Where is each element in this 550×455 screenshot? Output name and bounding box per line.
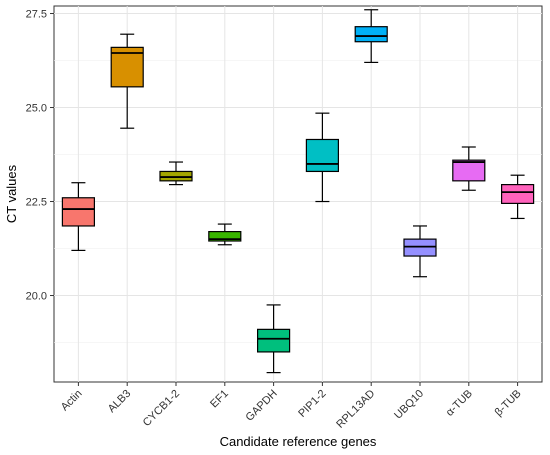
box-body <box>305 138 339 173</box>
box-β-tub <box>501 174 535 220</box>
box-alb3 <box>110 33 144 129</box>
box-ubq10 <box>403 225 437 278</box>
box-body <box>501 184 535 205</box>
y-tick-label: 25.0 <box>26 103 47 115</box>
y-tick-label: 22.5 <box>26 197 47 209</box>
box-body <box>452 159 486 182</box>
x-tick-label: α-TUB <box>444 388 475 419</box>
box-gapdh <box>257 304 291 374</box>
box-α-tub <box>452 146 486 191</box>
box-cycb1-2 <box>159 161 193 186</box>
box-ef1 <box>208 223 242 246</box>
x-tick-label: RPL13AD <box>334 388 377 431</box>
x-tick-label: Actin <box>59 388 85 414</box>
x-tick-label: GAPDH <box>244 388 280 424</box>
box-pip1-2 <box>305 112 339 203</box>
x-axis-title: Candidate reference genes <box>220 434 377 449</box>
y-axis-title: CT values <box>4 164 19 223</box>
x-tick-label: ALB3 <box>106 388 134 416</box>
y-axis: 20.0 22.5 25.0 27.5 <box>26 9 54 303</box>
box-body <box>354 26 388 43</box>
x-tick-label: PIP1-2 <box>296 388 328 420</box>
box-body <box>403 238 437 257</box>
box-body <box>110 46 144 88</box>
x-tick-label: UBQ10 <box>392 388 426 422</box>
x-tick-label: β-TUB <box>493 388 524 419</box>
y-tick-label: 20.0 <box>26 291 47 303</box>
box-series <box>61 9 535 374</box>
box-body <box>257 328 291 353</box>
box-body <box>61 197 96 227</box>
box-body <box>159 170 193 182</box>
box-rpl13ad <box>354 9 388 64</box>
box-body <box>208 231 242 242</box>
x-tick-label: CYCB1-2 <box>141 388 182 429</box>
x-axis: Actin ALB3 CYCB1-2 EF1 GAPDH PIP1-2 RPL13AD UBQ… <box>59 382 524 431</box>
y-tick-label: 27.5 <box>26 9 47 21</box>
x-tick-label: EF1 <box>208 388 231 411</box>
box-actin <box>61 182 96 251</box>
